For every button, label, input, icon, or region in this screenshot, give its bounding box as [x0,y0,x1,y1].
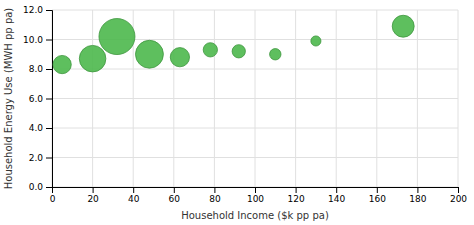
y-tick-mark [46,10,52,11]
bubble [232,45,245,58]
y-tick-mark [46,187,52,188]
y-axis: 0.0 2.0 4.0 6.0 8.0 10.0 12.0 [23,5,53,192]
y-axis-title: Household Energy Use (MWH pp pa) [3,8,14,190]
bubble [270,49,281,60]
x-tick-mark [93,187,94,193]
x-tick-label: 60 [169,194,181,204]
y-tick-mark [46,99,52,100]
x-tick-label: 200 [450,194,467,204]
bubble [99,19,135,55]
bubble [392,15,414,37]
y-tick-label: 6.0 [29,94,44,104]
x-tick-mark [336,187,337,193]
grid-line-y [52,10,458,11]
grid-line-y [52,157,458,158]
y-tick: 6.0 [29,94,52,104]
x-tick-mark [296,187,297,193]
y-tick-mark [46,69,52,70]
bubble [170,48,189,67]
y-axis-line [46,11,53,188]
x-tick: 160 [369,187,386,204]
y-tick-label: 4.0 [29,123,44,133]
x-tick: 60 [169,187,181,204]
x-tick: 140 [328,187,345,204]
x-tick-mark [174,187,175,193]
x-tick-label: 120 [288,194,305,204]
x-tick-label: 20 [87,194,99,204]
x-tick-mark [214,187,215,193]
y-tick-label: 2.0 [29,153,44,163]
chart: 0 20 40 60 80 100 120 140 160 180 200 0.0 2.0 4.0 6.0 8… [0,0,474,225]
y-tick: 0.0 [29,182,52,192]
x-axis-title: Household Income ($k pp pa) [181,210,329,221]
bubbles [53,15,414,73]
x-tick-label: 80 [209,194,221,204]
bubble [135,40,163,68]
x-axis: 0 20 40 60 80 100 120 140 160 180 200 [50,187,468,204]
x-axis-line [53,188,459,194]
x-tick-mark [133,187,134,193]
x-tick-label: 0 [50,194,56,204]
x-tick-label: 160 [369,194,386,204]
grid-line-y [52,128,458,129]
x-tick-mark [377,187,378,193]
y-tick-mark [46,40,52,41]
x-tick: 0 [50,187,56,204]
grid-line-y [52,69,458,70]
x-tick-label: 140 [328,194,345,204]
x-tick: 120 [288,187,305,204]
bubble [53,55,71,73]
x-tick-label: 180 [409,194,426,204]
x-tick: 40 [128,187,140,204]
x-tick: 200 [450,187,467,204]
y-tick-label: 8.0 [29,64,44,74]
bubble [203,43,217,57]
y-tick: 2.0 [29,153,52,163]
x-tick-mark [458,187,459,193]
y-tick-mark [46,158,52,159]
bubble [79,45,106,72]
y-tick: 12.0 [23,5,52,15]
y-tick-label: 10.0 [23,35,43,45]
x-tick: 180 [409,187,426,204]
grid-line-y [52,98,458,99]
x-tick-mark [417,187,418,193]
y-tick: 8.0 [29,64,52,74]
x-tick: 100 [247,187,264,204]
y-tick-label: 12.0 [23,5,43,15]
y-tick: 4.0 [29,123,52,133]
grid [52,10,458,187]
y-tick-mark [46,128,52,129]
x-tick-label: 100 [247,194,264,204]
x-tick: 80 [209,187,221,204]
y-tick: 10.0 [23,35,52,45]
y-tick-label: 0.0 [29,182,44,192]
bubble [311,36,321,46]
x-tick: 20 [87,187,99,204]
x-tick-label: 40 [128,194,140,204]
x-tick-mark [255,187,256,193]
plot: 0 20 40 60 80 100 120 140 160 180 200 0.0 2.0 4.0 6.0 8… [23,5,467,204]
